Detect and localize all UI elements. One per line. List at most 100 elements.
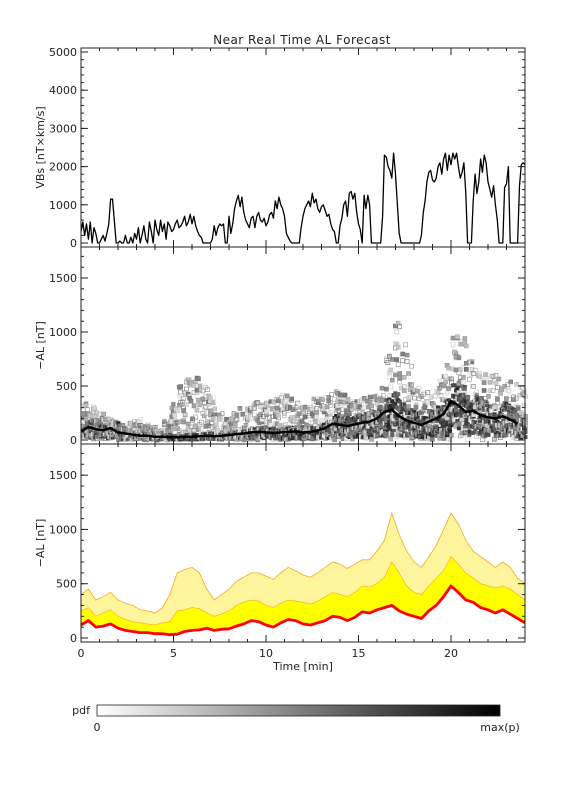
pdf-cell (243, 424, 249, 430)
pdf-cell (389, 357, 395, 362)
pdf-cell (440, 417, 445, 422)
pdf-cell (213, 422, 219, 427)
pdf-cell (380, 426, 384, 431)
pdf-cell (391, 428, 396, 433)
pdf-cell (413, 405, 419, 410)
pdf-cell (200, 388, 206, 394)
pdf-cell (435, 390, 441, 396)
pdf-cell (401, 429, 407, 434)
pdf-cell (489, 374, 494, 379)
pdf-cell (447, 437, 453, 442)
pdf-cell (450, 335, 456, 341)
pdf-cell (389, 377, 395, 383)
pdf-cell (83, 416, 89, 422)
pdf-cell (448, 429, 452, 434)
pdf-cell (440, 433, 445, 438)
y-tick-label: 1000 (49, 523, 77, 536)
pdf-cell (387, 405, 392, 409)
pdf-cell (379, 385, 385, 391)
pdf-cell (425, 390, 431, 396)
panel-al-pdf: 0 500 1000 1500 −AL [nT] (34, 246, 528, 447)
pdf-cell (284, 393, 290, 399)
pdf-cell (326, 398, 332, 404)
pdf-cell (252, 405, 257, 411)
pdf-cell (437, 378, 443, 384)
pdf-cell (276, 398, 281, 404)
pdf-cell (412, 395, 417, 401)
panel-vbs: 0 1000 2000 3000 4000 5000 VBs [nT×km/s] (34, 46, 526, 250)
pdf-cell (381, 393, 386, 398)
pdf-cell (508, 379, 514, 385)
pdf-cell (471, 425, 476, 430)
pdf-cell (465, 394, 471, 400)
pdf-cell (384, 433, 389, 439)
pdf-cell (477, 420, 482, 425)
pdf-cell (294, 425, 299, 430)
pdf-cell (444, 390, 450, 396)
pdf-cell (459, 384, 464, 389)
pdf-cell (377, 418, 381, 423)
pdf-cell (409, 382, 414, 388)
pdf-cell (388, 384, 394, 390)
pdf-cell (465, 400, 470, 405)
pdf-cell (335, 430, 340, 435)
pdf-cell (453, 367, 459, 373)
pdf-cell (429, 437, 435, 442)
pdf-cell (436, 405, 441, 410)
pdf-cell (462, 386, 467, 391)
pdf-cell (400, 351, 406, 357)
pdf-cell (462, 336, 468, 341)
pdf-cell (422, 391, 428, 397)
colorbar-max-label: max(p) (480, 721, 520, 734)
pdf-cell (330, 411, 336, 417)
pdf-cell (267, 414, 272, 420)
pdf-cell (97, 411, 102, 416)
pdf-cell (507, 408, 512, 413)
pdf-cell (477, 406, 482, 411)
pdf-cell (110, 435, 115, 440)
pdf-cell (184, 386, 189, 392)
pdf-cell (351, 416, 356, 421)
panel-al-forecast: 0 500 1000 1500 0 5 10 15 20 −AL [nT] Time [min] (34, 443, 526, 673)
pdf-cell (399, 410, 404, 415)
pdf-cell (499, 408, 504, 413)
pdf-cell (471, 371, 477, 376)
pdf-cell (342, 392, 348, 398)
pdf-cell (407, 382, 413, 387)
pdf-cell (425, 399, 431, 405)
pdf-cell (216, 417, 222, 422)
pdf-cell (218, 417, 223, 423)
pdf-cell (225, 426, 231, 432)
pdf-cell (237, 408, 243, 414)
pdf-cell (505, 382, 511, 388)
pdf-cell (397, 399, 402, 404)
pdf-cell (224, 417, 229, 422)
pdf-cell (490, 373, 496, 379)
pdf-cell (205, 419, 210, 425)
colorbar-label: pdf (72, 704, 91, 717)
pdf-cell (196, 397, 201, 403)
pdf-cell (237, 406, 243, 411)
pdf-cell (397, 412, 402, 417)
pdf-cell (179, 399, 185, 405)
pdf-cell (515, 406, 521, 412)
pdf-cell (461, 400, 466, 405)
pdf-cell (502, 418, 507, 423)
pdf-cell (83, 403, 89, 409)
pdf-cell (308, 416, 314, 422)
x-tick-label: 0 (78, 647, 85, 660)
pdf-cell (498, 391, 503, 396)
pdf-cell (233, 421, 238, 427)
pdf-cell (338, 392, 343, 398)
pdf-cell (374, 411, 378, 416)
pdf-cell (173, 421, 179, 426)
pdf-cell (205, 415, 210, 421)
x-tick-label: 20 (444, 647, 458, 660)
pdf-cell (396, 392, 401, 397)
pdf-cell (378, 404, 383, 409)
pdf-cell (387, 396, 392, 401)
pdf-cell (474, 389, 480, 395)
pdf-cell (322, 422, 327, 427)
colorbar-gradient (96, 704, 501, 717)
pdf-cell (332, 396, 337, 402)
